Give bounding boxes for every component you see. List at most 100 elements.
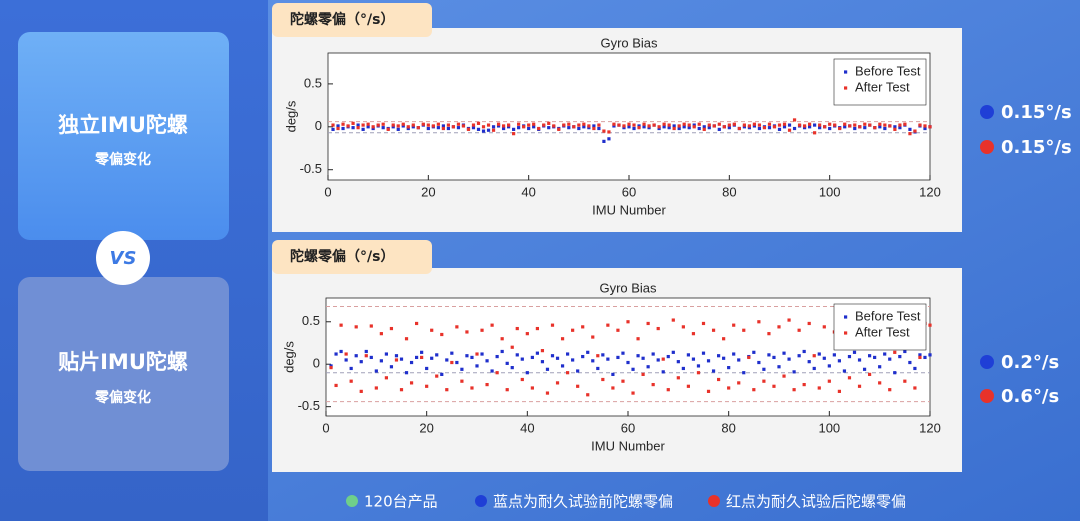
x-tick-label: 40: [520, 420, 534, 435]
point: [747, 355, 751, 360]
point: [807, 360, 811, 364]
point: [908, 127, 912, 131]
point: [757, 360, 761, 365]
point: [485, 382, 489, 387]
point: [868, 123, 872, 127]
point: [430, 356, 434, 360]
point: [435, 374, 439, 378]
point: [354, 325, 358, 329]
point: [772, 384, 776, 388]
point: [470, 355, 474, 360]
point: [878, 125, 882, 129]
point: [797, 354, 801, 358]
point: [883, 123, 887, 127]
point: [607, 130, 611, 134]
point: [617, 123, 621, 127]
point: [560, 364, 565, 368]
point: [374, 386, 378, 390]
point: [587, 124, 591, 128]
footer-text: 红点为耐久试验后陀螺零偏: [726, 493, 906, 511]
point: [666, 388, 670, 392]
point: [782, 374, 786, 378]
point: [727, 126, 731, 130]
point: [550, 323, 555, 327]
point: [742, 125, 746, 129]
stat-dot: [980, 389, 994, 403]
point: [356, 123, 360, 127]
point: [817, 386, 821, 390]
point: [737, 381, 741, 385]
point: [706, 359, 711, 363]
point: [389, 326, 394, 331]
point: [843, 125, 847, 129]
point: [344, 358, 348, 362]
point: [527, 126, 531, 131]
point: [692, 125, 696, 129]
point: [351, 121, 355, 125]
point: [642, 125, 646, 129]
point: [510, 345, 514, 349]
point: [812, 366, 816, 371]
point: [627, 125, 631, 129]
point: [430, 328, 434, 332]
point: [828, 122, 832, 126]
point: [616, 355, 620, 360]
point: [567, 122, 571, 126]
point: [331, 127, 335, 131]
point: [496, 124, 501, 128]
point: [376, 123, 380, 127]
point: [777, 127, 782, 131]
point: [787, 123, 792, 127]
point: [361, 127, 365, 131]
point: [676, 360, 680, 364]
point: [622, 126, 626, 130]
point: [495, 354, 499, 359]
point: [888, 124, 892, 128]
point: [500, 337, 504, 341]
point: [591, 359, 595, 363]
point: [517, 126, 521, 130]
point: [480, 328, 484, 332]
y-tick-label: 0: [313, 356, 320, 371]
point: [411, 123, 415, 127]
point: [507, 123, 511, 127]
point: [371, 125, 375, 129]
point: [336, 126, 340, 131]
point: [898, 126, 902, 130]
point: [702, 127, 706, 131]
point: [667, 123, 671, 127]
point: [426, 126, 430, 131]
point: [928, 125, 932, 129]
point: [602, 139, 606, 143]
point: [611, 372, 615, 377]
point: [547, 126, 551, 130]
x-tick-label: 120: [919, 184, 941, 199]
point: [823, 125, 827, 129]
point: [822, 325, 826, 329]
point: [847, 354, 852, 359]
point: [441, 126, 445, 131]
legend-box: [833, 58, 927, 106]
point: [425, 384, 429, 388]
point: [752, 122, 757, 126]
stat-value: 0.15°/s: [1001, 102, 1072, 123]
x-tick-label: 40: [521, 184, 535, 199]
point: [475, 352, 479, 356]
x-tick-label: 80: [722, 184, 736, 199]
point: [647, 126, 651, 130]
point: [918, 123, 922, 127]
point: [777, 325, 781, 329]
point: [742, 328, 746, 332]
point: [657, 126, 661, 131]
point: [545, 391, 550, 395]
point: [612, 124, 616, 128]
point: [687, 123, 691, 127]
point: [717, 127, 721, 131]
card: [18, 32, 229, 240]
point: [512, 132, 516, 136]
point: [666, 354, 670, 359]
stat-value: 0.15°/s: [1001, 137, 1072, 158]
point: [762, 379, 766, 383]
point: [827, 364, 831, 368]
point: [450, 351, 454, 355]
